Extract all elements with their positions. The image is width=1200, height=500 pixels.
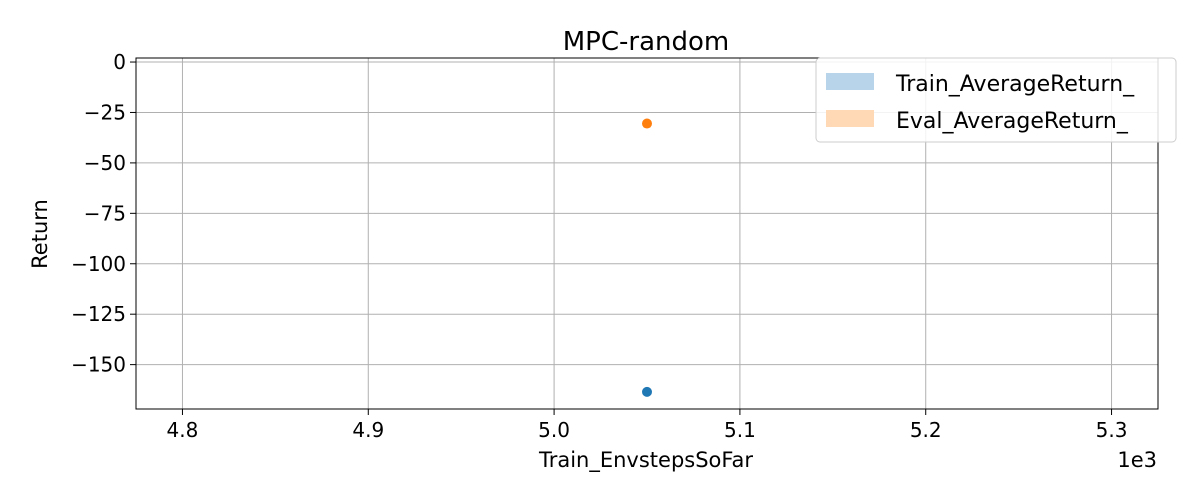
legend-label: Eval_AverageReturn_ — [896, 109, 1129, 134]
legend-label: Train_AverageReturn_ — [895, 72, 1135, 97]
y-axis-label: Return — [28, 199, 52, 269]
x-tick-label: 4.9 — [352, 418, 384, 442]
plot-frame — [135, 57, 1159, 410]
x-tick-label: 5.0 — [538, 418, 570, 442]
legend-swatch — [826, 110, 874, 127]
y-tick-label: 0 — [113, 50, 126, 74]
ticks-layer: 4.8 4.9 5.0 5.1 5.2 5.3 0 −25 −50 −75 −100 −125 −150 — [71, 50, 1127, 442]
data-point-Eval_AverageReturn_ — [642, 118, 652, 129]
legend: Train_AverageReturn_ Eval_AverageReturn_ — [815, 57, 1177, 143]
y-tick-label: −50 — [84, 151, 126, 175]
x-axis-offset-label: 1e3 — [1117, 448, 1157, 472]
x-tick-label: 5.2 — [910, 418, 942, 442]
y-tick-label: −150 — [71, 353, 126, 377]
data-point-Train_AverageReturn_ — [642, 386, 652, 397]
y-tick-label: −75 — [84, 201, 126, 225]
x-tick-label: 5.1 — [724, 418, 756, 442]
y-tick-label: −25 — [84, 100, 126, 124]
x-tick-label: 5.3 — [1096, 418, 1128, 442]
legend-swatch — [826, 73, 874, 90]
x-axis-label: Train_EnvstepsSoFar — [538, 448, 753, 473]
x-tick-label: 4.8 — [167, 418, 199, 442]
points-layer — [642, 118, 652, 397]
y-tick-label: −100 — [71, 252, 126, 276]
y-tick-label: −125 — [71, 302, 126, 326]
legend-box — [815, 57, 1177, 143]
chart-title: MPC-random — [563, 27, 730, 57]
